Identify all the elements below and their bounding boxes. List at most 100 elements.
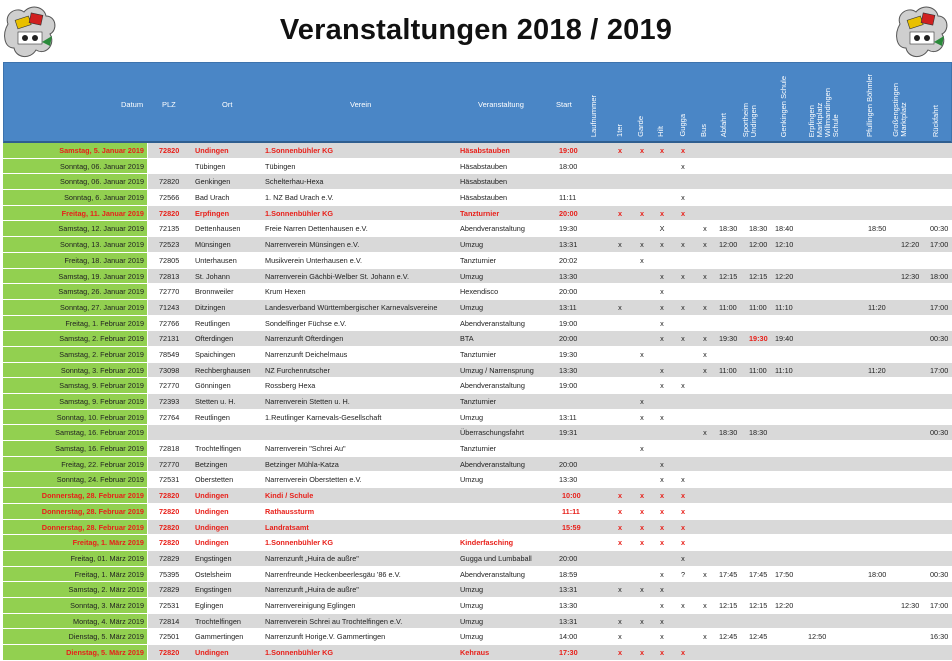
header-hilt: Hilt <box>656 126 665 137</box>
cell-m4: x <box>681 240 685 250</box>
cell-gen: 12:20 <box>775 271 794 281</box>
cell-verein: Narrenzunft „Huira de außre" <box>265 553 359 563</box>
cell-datum: Samstag, 19. Januar 2019 <box>58 271 144 281</box>
cell-verein: Narrenverein Münsingen e.V. <box>265 240 360 250</box>
cell-m3: x <box>660 412 664 422</box>
cell-m3: x <box>660 585 664 595</box>
cell-plz: 72814 <box>159 616 180 626</box>
cell-bus: x <box>703 428 707 438</box>
cell-datum: Freitag, 01. März 2019 <box>70 553 144 563</box>
cell-datum: Sonntag, 27. Januar 2019 <box>60 302 144 312</box>
cell-verein: Narrenvereinigung Eglingen <box>265 600 356 610</box>
table-row: Samstag, 16. Februar 2019 Überraschungsfa… <box>3 425 952 442</box>
cell-plz: 73098 <box>159 365 180 375</box>
cell-start: 13:31 <box>559 240 578 250</box>
cell-verein: Landesverband Württembergischer Karneval… <box>265 302 438 312</box>
cell-verein: 1. NZ Bad Urach e.V. <box>265 193 334 203</box>
cell-verein: Landratsamt <box>265 522 309 532</box>
cell-m4: x <box>680 146 686 155</box>
header-1ter: 1ter <box>615 124 624 137</box>
cell-datum: Freitag, 1. Februar 2019 <box>65 318 144 328</box>
cell-ver: Kinderfasching <box>460 538 514 548</box>
cell-ver: Umzug <box>460 240 484 250</box>
cell-ort: Bronnweiler <box>195 287 234 297</box>
cell-start: 20:00 <box>559 459 578 469</box>
cell-abf: 18:30 <box>719 428 738 438</box>
cell-gen: 11:10 <box>775 365 793 375</box>
cell-datum: Samstag, 16. Februar 2019 <box>55 428 144 438</box>
cell-m1: x <box>618 632 622 642</box>
table-row: Dienstag, 5. März 2019 72820 Undingen 1.Son… <box>3 645 952 661</box>
cell-start: 20:00 <box>559 553 578 563</box>
cell-abf: 11:00 <box>719 365 737 375</box>
cell-datum: Sonntag, 3. Februar 2019 <box>60 365 144 375</box>
cell-m2: x <box>639 538 645 548</box>
cell-m1: x <box>618 240 622 250</box>
cell-plz: 75395 <box>159 569 180 579</box>
cell-m2: x <box>639 491 645 501</box>
table-row: Donnerstag, 28. Februar 2019 72820 Undinge… <box>3 503 952 520</box>
cell-plz: 72523 <box>159 240 180 250</box>
cell-start: 13:30 <box>559 600 578 610</box>
cell-gr: 12:30 <box>901 600 920 610</box>
cell-start: 19:00 <box>559 381 578 391</box>
table-row: Samstag, 9. Februar 2019 72770 Gönningen Ro… <box>3 378 952 394</box>
cell-rueck: 17:00 <box>930 600 949 610</box>
table-row: Sonntag, 3. März 2019 72531 Eglingen Narren… <box>3 597 952 614</box>
cell-m3: x <box>660 318 664 328</box>
cell-ver: Häsabstauben <box>460 177 508 187</box>
cell-ver: Abendveranstaltung <box>460 569 525 579</box>
cell-m4: x <box>681 381 685 391</box>
cell-start: 19:30 <box>559 349 578 359</box>
cell-ort: Ostelsheim <box>195 569 232 579</box>
cell-verein: Narrenverein Stetten u. H. <box>265 397 350 406</box>
header-erpfingen: Erpfingen Marktplatz Willmandingen Schule <box>807 87 840 137</box>
table-row: Samstag, 2. Februar 2019 72131 Ofterdingen… <box>3 331 952 347</box>
cell-m3: x <box>660 475 664 485</box>
cell-ver: Umzug <box>460 412 484 422</box>
cell-m4: x <box>681 193 685 203</box>
cell-ort: Trochtelfingen <box>195 444 241 454</box>
cell-verein: Tübingen <box>265 161 296 171</box>
table-row: Donnerstag, 28. Februar 2019 72820 Undinge… <box>3 519 952 536</box>
cell-m4: x <box>680 506 686 516</box>
cell-ver: Umzug <box>460 271 484 281</box>
cell-verein: Schelterhau-Hexa <box>265 177 324 187</box>
cell-m1: x <box>617 522 623 532</box>
cell-ver: Abendveranstaltung <box>460 459 525 469</box>
cell-rueck: 18:00 <box>930 271 949 281</box>
cell-m4: x <box>681 475 685 485</box>
cell-bus: x <box>703 271 707 281</box>
cell-ver: Umzug <box>460 585 484 595</box>
cell-m3: x <box>660 381 664 391</box>
cell-m3: x <box>659 538 665 548</box>
cell-start: 11:11 <box>562 506 580 516</box>
cell-m3: x <box>660 302 664 312</box>
cell-verein: Rossberg Hexa <box>265 381 316 391</box>
header-laufnummer: Laufnummer <box>589 94 598 137</box>
cell-ort: Tübingen <box>195 161 226 171</box>
cell-rueck: 17:00 <box>930 302 949 312</box>
cell-m3: x <box>659 491 665 501</box>
cell-datum: Samstag, 9. Februar 2019 <box>59 397 144 406</box>
cell-sp: 12:00 <box>749 240 768 250</box>
cell-datum: Samstag, 26. Januar 2019 <box>58 287 144 297</box>
cell-sp: 12:15 <box>749 600 768 610</box>
cell-plz: 72770 <box>159 287 180 297</box>
cell-plz: 72820 <box>159 538 180 548</box>
cell-m4: x <box>680 522 686 532</box>
cell-datum: Sonntag, 24. Februar 2019 <box>56 475 144 485</box>
header-genkingen: Genkingen Schule <box>779 75 788 137</box>
table-header: Datum PLZ Ort Verein Veranstaltung Start… <box>3 62 952 143</box>
cell-ver: Tanzturnier <box>460 397 497 406</box>
cell-datum: Sonntag, 06. Januar 2019 <box>60 161 144 171</box>
header-verein: Verein <box>350 100 372 109</box>
cell-m4: x <box>681 553 685 563</box>
cell-ver: Tanzturnier <box>460 208 500 218</box>
table-row: Freitag, 11. Januar 2019 72820 Erpfingen 1.… <box>3 205 952 222</box>
cell-verein: Betzinger Mühla-Katza <box>265 459 339 469</box>
cell-start: 20:02 <box>559 255 578 265</box>
cell-ort: Ditzingen <box>195 302 226 312</box>
cell-m2: x <box>640 412 644 422</box>
cell-m2: x <box>639 506 645 516</box>
